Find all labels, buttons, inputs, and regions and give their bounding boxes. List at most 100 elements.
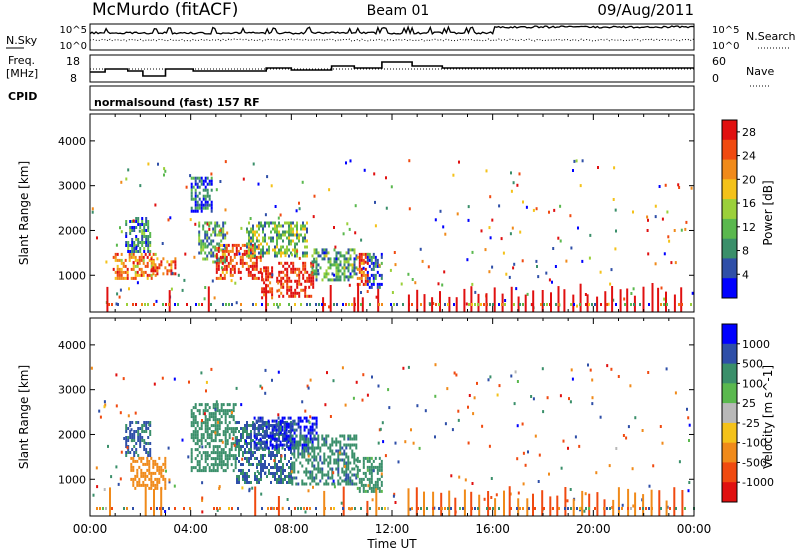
echo-cell: [227, 252, 230, 256]
echo-cell: [274, 463, 276, 466]
echo-cell: [329, 458, 332, 462]
echo-cell: [356, 474, 359, 478]
echo-cell: [145, 421, 148, 424]
echo-cell: [353, 251, 356, 255]
echo-cell: [325, 272, 328, 276]
scatter-echo: [345, 161, 347, 165]
echo-cell: [370, 471, 373, 475]
echo-cell: [130, 276, 133, 280]
scatter-echo: [687, 489, 690, 493]
echo-cell: [142, 471, 145, 475]
echo-cell: [278, 460, 280, 463]
echo-cell: [220, 230, 223, 234]
echo-cell: [208, 427, 211, 431]
scatter-echo: [537, 480, 540, 483]
near-range-spike: [494, 498, 497, 516]
echo-cell: [118, 270, 121, 274]
near-range-echo: [210, 303, 212, 306]
near-range-echo: [606, 507, 608, 510]
echo-cell: [325, 251, 328, 255]
echo-cell: [302, 273, 305, 277]
echo-cell: [198, 203, 201, 207]
echo-cell: [126, 273, 129, 277]
echo-cell: [258, 478, 260, 481]
echo-cell: [114, 270, 117, 274]
echo-cell: [339, 263, 342, 267]
scatter-echo: [441, 283, 444, 287]
echo-cell: [366, 459, 369, 463]
near-range-spike: [207, 286, 210, 312]
scatter-echo: [273, 459, 276, 463]
echo-cell: [286, 288, 289, 292]
echo-cell: [331, 263, 334, 267]
echo-cell: [286, 282, 289, 286]
echo-cell: [284, 230, 286, 234]
scatter-echo: [410, 428, 412, 432]
echo-cell: [360, 276, 363, 280]
echo-cell: [274, 445, 276, 448]
echo-cell: [149, 442, 152, 445]
echo-cell: [245, 267, 248, 271]
echo-cell: [164, 266, 167, 270]
echo-cell: [251, 276, 254, 280]
echo-cell: [216, 424, 219, 428]
echo-cell: [272, 236, 274, 240]
echo-cell: [280, 224, 282, 228]
echo-cell: [311, 260, 314, 264]
echo-cell: [305, 443, 308, 447]
near-range-echo: [237, 507, 239, 510]
echo-cell: [376, 471, 379, 475]
echo-cell: [286, 463, 288, 466]
near-range-echo: [117, 303, 119, 306]
echo-cell: [138, 456, 141, 460]
echo-cell: [368, 279, 371, 283]
echo-cell: [148, 462, 151, 466]
scatter-echo: [444, 232, 447, 236]
scatter-echo: [496, 393, 499, 397]
echo-cell: [317, 251, 320, 255]
scatter-echo: [610, 367, 613, 371]
colorbar-tick-label: 4: [742, 268, 749, 281]
scatter-echo: [118, 295, 121, 299]
echo-cell: [246, 242, 248, 246]
echo-cell: [301, 464, 304, 468]
echo-cell: [206, 424, 209, 428]
echo-cell: [215, 261, 218, 265]
scatter-echo: [200, 371, 203, 375]
echo-cell: [221, 267, 224, 271]
echo-cell: [198, 469, 201, 473]
echo-cell: [147, 235, 150, 238]
echo-cell: [331, 443, 334, 447]
echo-cell: [260, 460, 262, 463]
echo-cell: [263, 422, 266, 426]
echo-cell: [150, 456, 153, 460]
echo-cell: [200, 251, 203, 255]
echo-cell: [147, 241, 150, 244]
echo-cell: [351, 452, 354, 456]
scatter-echo: [472, 412, 475, 416]
echo-cell: [284, 430, 286, 433]
echo-cell: [154, 459, 157, 463]
echo-cell: [313, 260, 316, 264]
scatter-echo: [612, 198, 615, 201]
scatter-echo: [416, 404, 419, 408]
echo-cell: [296, 254, 298, 258]
echo-cell: [217, 267, 220, 271]
scatter-echo: [490, 496, 493, 499]
scatter-echo: [609, 282, 612, 286]
scatter-echo: [96, 485, 99, 489]
echo-cell: [282, 270, 285, 274]
near-range-echo: [321, 303, 323, 306]
echo-cell: [141, 436, 144, 439]
near-range-echo: [411, 303, 413, 306]
echo-cell: [145, 238, 148, 241]
scatter-echo: [541, 367, 544, 371]
scatter-echo: [147, 162, 150, 166]
echo-cell: [303, 449, 306, 453]
scatter-echo: [392, 494, 395, 498]
echo-cell: [125, 220, 128, 223]
scatter-echo: [367, 484, 370, 488]
near-range-echo: [603, 507, 605, 510]
echo-cell: [299, 425, 302, 429]
